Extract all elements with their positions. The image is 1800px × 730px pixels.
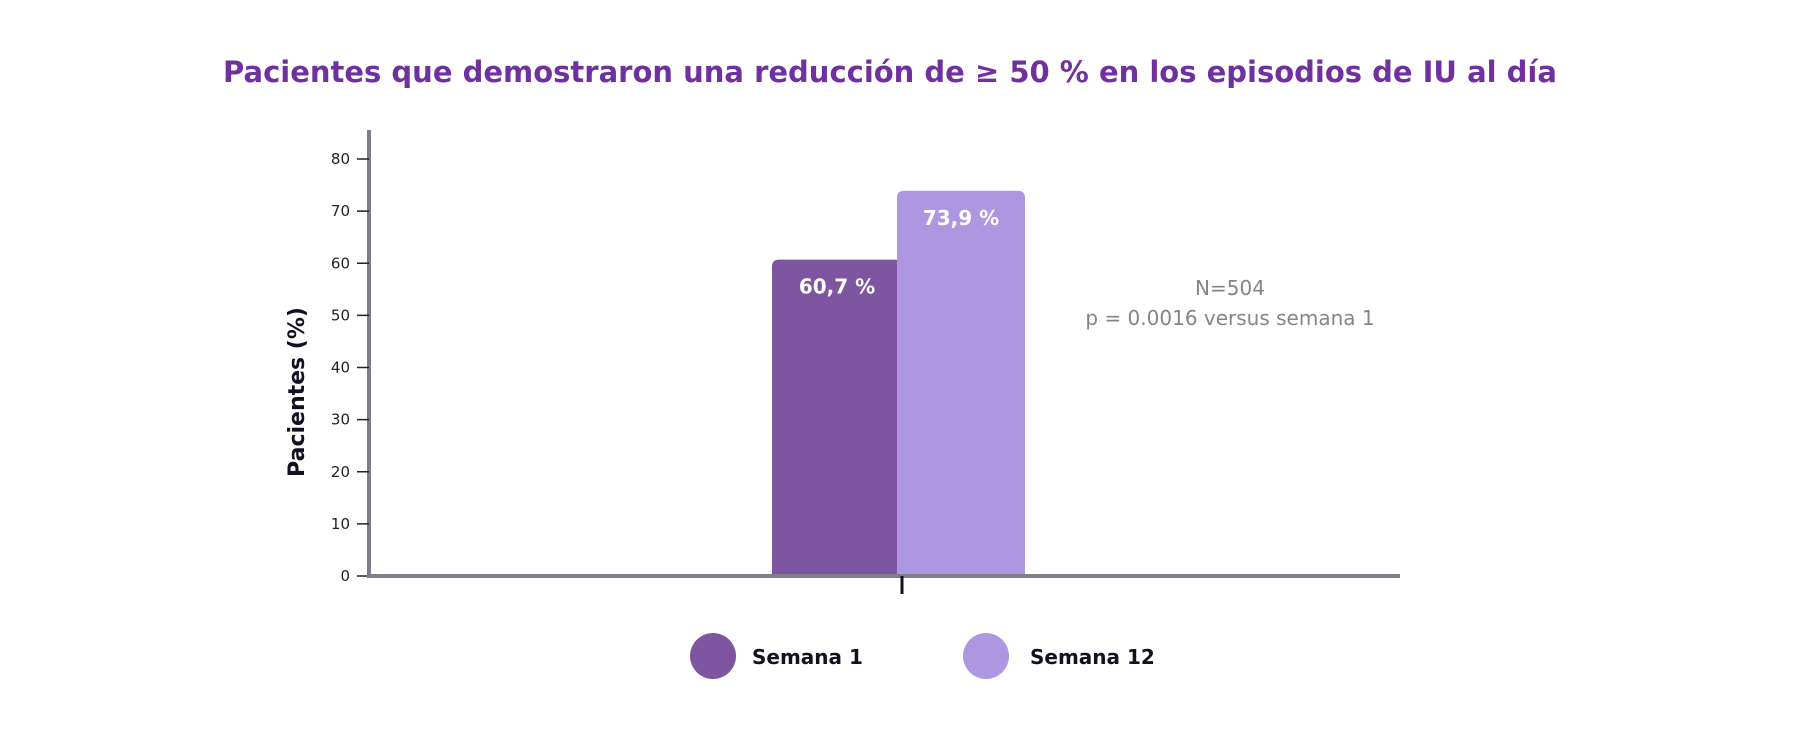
data-label: 60,7 % <box>799 275 875 299</box>
y-tick-label: 10 <box>331 515 350 533</box>
data-label: 73,9 % <box>923 206 999 230</box>
p-value-annotation: p = 0.0016 versus semana 1 <box>1085 306 1374 330</box>
sample-size-annotation: N=504 <box>1195 276 1265 300</box>
legend-label: Semana 12 <box>1030 645 1155 669</box>
bar-semana-12 <box>897 190 1025 576</box>
legend-swatch <box>690 633 736 679</box>
bar-semana-1 <box>772 259 902 576</box>
legend-label: Semana 1 <box>752 645 863 669</box>
legend: Semana 1 Semana 12 <box>690 633 1155 679</box>
x-axis <box>367 574 1400 594</box>
y-axis: 0 10 20 30 40 50 60 70 80 <box>331 130 371 585</box>
legend-swatch <box>963 633 1009 679</box>
y-tick-label: 70 <box>331 202 350 220</box>
bars: 60,7 % 73,9 % <box>772 190 1025 576</box>
y-tick-label: 80 <box>331 150 350 168</box>
y-tick-label: 0 <box>340 567 350 585</box>
y-axis-label: Pacientes (%) <box>285 307 310 477</box>
chart-title: Pacientes que demostraron una reducción … <box>223 55 1557 89</box>
y-tick-label: 30 <box>331 411 350 429</box>
legend-item-semana-1: Semana 1 <box>690 633 863 679</box>
y-tick-label: 60 <box>331 254 350 272</box>
y-tick-label: 50 <box>331 306 350 324</box>
y-tick-label: 20 <box>331 463 350 481</box>
y-tick-label: 40 <box>331 359 350 377</box>
legend-item-semana-12: Semana 12 <box>963 633 1155 679</box>
